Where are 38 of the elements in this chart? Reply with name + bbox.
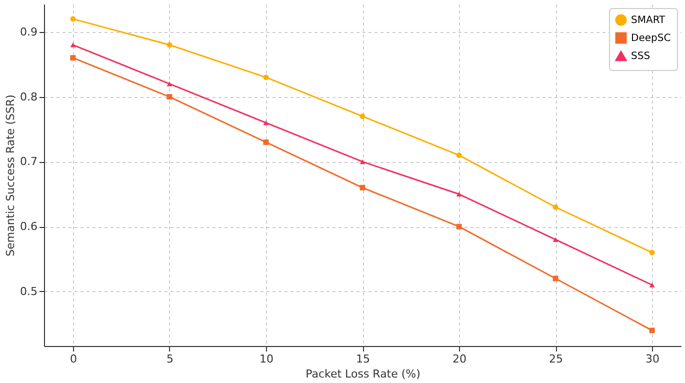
point — [166, 81, 172, 86]
x-tick-label: 10 — [259, 352, 274, 366]
point — [70, 55, 76, 61]
y-axis-title: Semantic Success Rate (SSR) — [4, 94, 18, 256]
point — [360, 114, 366, 120]
point — [166, 42, 172, 48]
point — [166, 94, 172, 100]
x-tick-label: 30 — [646, 352, 660, 366]
point — [649, 250, 655, 256]
x-tick-label: 5 — [166, 352, 174, 366]
x-tick-label: 20 — [452, 352, 467, 366]
y-tick-label: 0.8 — [20, 90, 38, 104]
point — [263, 139, 269, 145]
point — [552, 237, 558, 242]
y-tick-label: 0.5 — [20, 284, 38, 298]
point — [456, 152, 462, 158]
legend-label: SMART — [631, 15, 666, 26]
point — [649, 282, 655, 288]
point — [456, 192, 462, 197]
legend-label: SSS — [631, 51, 650, 62]
point — [263, 120, 269, 126]
point — [456, 224, 462, 230]
x-tick-label: 15 — [356, 352, 370, 366]
point — [552, 204, 558, 210]
point — [552, 276, 558, 282]
point — [360, 184, 366, 190]
point — [649, 328, 655, 334]
y-tick-label: 0.6 — [20, 220, 38, 234]
point — [70, 16, 76, 22]
point — [70, 42, 76, 48]
x-axis-title: Packet Loss Rate (%) — [306, 368, 420, 380]
legend-label: DeepSC — [631, 33, 671, 44]
point — [360, 159, 366, 164]
point — [263, 74, 269, 80]
y-tick-label: 0.9 — [20, 25, 38, 38]
x-tick-label: 25 — [549, 352, 564, 366]
x-tick-label: 0 — [70, 352, 77, 366]
y-tick-label: 0.7 — [20, 155, 38, 168]
